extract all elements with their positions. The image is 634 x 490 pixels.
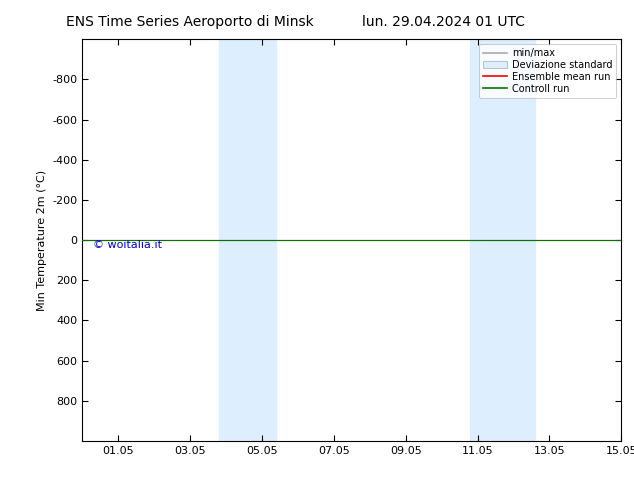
Text: ENS Time Series Aeroporto di Minsk: ENS Time Series Aeroporto di Minsk: [67, 15, 314, 29]
Text: © woitalia.it: © woitalia.it: [93, 240, 162, 250]
Legend: min/max, Deviazione standard, Ensemble mean run, Controll run: min/max, Deviazione standard, Ensemble m…: [479, 44, 616, 98]
Bar: [470, 39, 535, 441]
Bar: [219, 39, 276, 441]
Text: lun. 29.04.2024 01 UTC: lun. 29.04.2024 01 UTC: [362, 15, 526, 29]
Y-axis label: Min Temperature 2m (°C): Min Temperature 2m (°C): [37, 170, 47, 311]
